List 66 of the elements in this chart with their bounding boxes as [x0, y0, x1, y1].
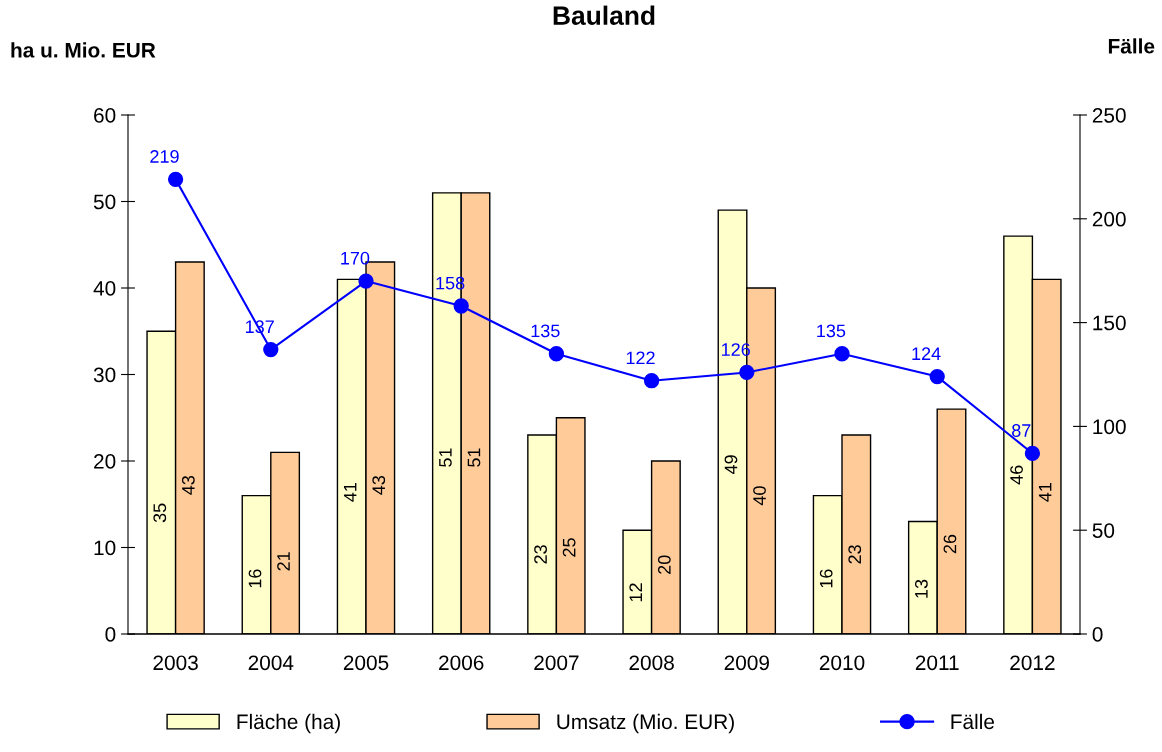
- x-tick-label: 2006: [439, 655, 484, 671]
- point: [263, 341, 279, 358]
- point: [643, 373, 660, 389]
- data-label: 170: [341, 251, 370, 265]
- y-tick-label: 50: [93, 194, 116, 210]
- y-tick-label: 60: [94, 108, 116, 123]
- y-tick-label: 20: [94, 454, 116, 469]
- legend-label: Fläche (ha): [237, 713, 340, 734]
- x-tick-label: 2012: [1010, 655, 1055, 671]
- y2-tick-label: 250: [1092, 108, 1126, 123]
- x-tick-label: 2011: [915, 655, 959, 671]
- x-tick-label: 2005: [343, 655, 389, 671]
- x-tick-label: 2008: [629, 655, 674, 671]
- data-label: 135: [817, 324, 846, 338]
- data-label: 12: [629, 583, 642, 602]
- y-tick-label: 40: [93, 281, 116, 296]
- data-label: 23: [848, 545, 862, 564]
- y2-tick-label: 50: [1092, 523, 1115, 538]
- data-label: 124: [912, 347, 941, 360]
- data-label: 25: [562, 538, 576, 557]
- data-label: 219: [150, 150, 179, 163]
- x-tick-label: 2007: [534, 655, 579, 671]
- data-label: 21: [277, 552, 290, 571]
- y-tick-label: 0: [105, 627, 116, 642]
- legend-label: Fälle: [951, 713, 994, 730]
- data-label: 51: [467, 448, 481, 467]
- data-label: 43: [372, 475, 386, 495]
- point: [834, 346, 850, 362]
- y2-axis-title: Fälle: [1108, 38, 1155, 54]
- data-label: 40: [753, 486, 766, 506]
- y2-tick-label: 150: [1093, 315, 1126, 331]
- point: [929, 368, 945, 385]
- y2-tick-label: 0: [1092, 627, 1103, 642]
- data-label: 51: [439, 448, 452, 467]
- data-label: 122: [626, 351, 655, 365]
- point: [548, 346, 565, 362]
- data-label: 23: [534, 545, 547, 564]
- data-label: 49: [724, 455, 738, 475]
- y-tick-label: 10: [94, 540, 116, 556]
- data-label: 13: [914, 579, 928, 598]
- data-label: 35: [153, 503, 167, 523]
- data-label: 43: [181, 475, 195, 495]
- data-label: 135: [531, 324, 560, 338]
- point: [453, 298, 469, 314]
- y-tick-label: 30: [93, 367, 116, 383]
- y-axis-title: ha u. Mio. EUR: [11, 42, 156, 58]
- y2-tick-label: 100: [1093, 419, 1126, 435]
- point: [739, 364, 755, 381]
- chart-title: Bauland: [553, 5, 655, 25]
- y2-tick-label: 200: [1092, 211, 1126, 227]
- x-tick-label: 2003: [153, 655, 198, 671]
- data-label: 87: [1012, 424, 1031, 437]
- data-label: 46: [1010, 465, 1023, 485]
- data-label: 26: [943, 534, 957, 554]
- legend-label: Umsatz (Mio. EUR): [557, 713, 734, 734]
- x-tick-label: 2009: [724, 655, 769, 671]
- x-tick-label: 2004: [248, 655, 294, 671]
- point: [167, 171, 184, 187]
- data-label: 16: [248, 569, 262, 588]
- x-tick-label: 2010: [819, 655, 865, 671]
- point: [1024, 445, 1041, 462]
- data-label: 41: [343, 482, 357, 502]
- data-label: 16: [819, 569, 833, 588]
- data-label: 20: [657, 555, 671, 574]
- point: [358, 273, 374, 289]
- data-label: 41: [1038, 482, 1052, 502]
